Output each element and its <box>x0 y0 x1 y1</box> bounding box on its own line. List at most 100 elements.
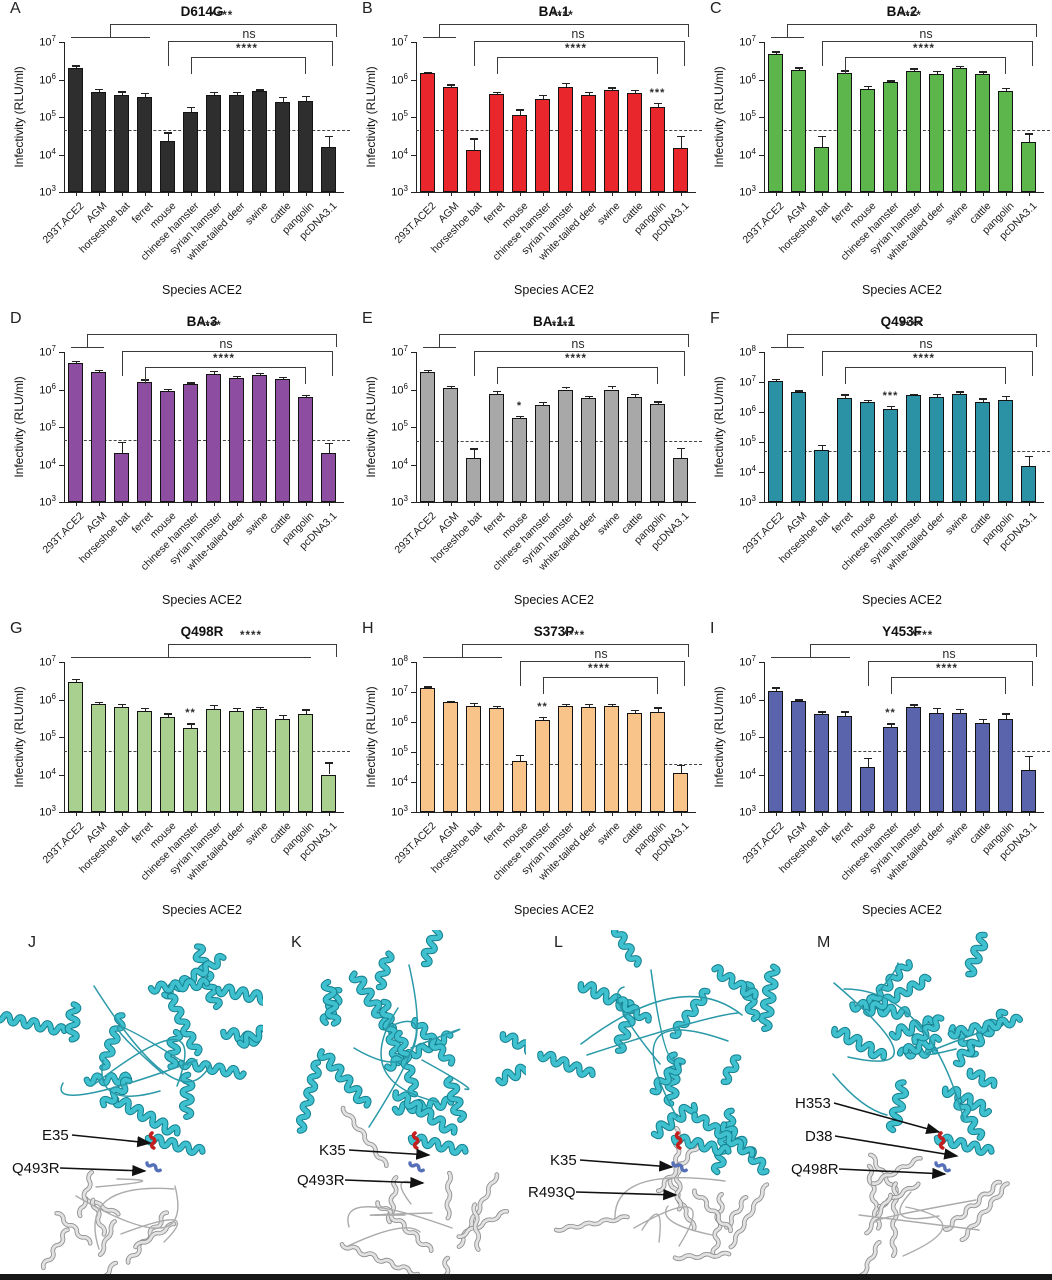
bar-chinese hamster <box>535 719 550 812</box>
residue-blue <box>671 1161 688 1173</box>
rbd-ribbon <box>869 1153 898 1194</box>
x-tick <box>565 812 567 816</box>
y-tick-label: 105 <box>391 744 408 759</box>
y-tick-label: 103 <box>39 184 56 199</box>
y-tick <box>759 412 764 413</box>
y-tick-label: 104 <box>39 456 56 472</box>
bar-white-tailed deer <box>581 95 596 192</box>
rbd-loop <box>874 1199 977 1223</box>
ace2-loop <box>380 1007 439 1103</box>
bar-pangolin <box>998 90 1013 192</box>
label-arrow-icon <box>344 1176 425 1189</box>
error-bar <box>1028 133 1030 142</box>
bar-ferret <box>489 94 504 192</box>
error-bar-cap <box>278 96 287 98</box>
x-tick <box>1005 812 1007 816</box>
rbd-ribbon <box>41 1228 69 1270</box>
rbd-ribbon <box>472 1203 481 1251</box>
ace2-loop <box>91 1038 186 1087</box>
error-bar-cap <box>232 707 241 709</box>
comparison-group-line <box>422 347 456 348</box>
bar-chinese hamster <box>883 408 898 502</box>
error-bar <box>588 703 590 707</box>
bar-mouse <box>160 391 175 502</box>
y-axis-label: Infectivity (RLU/ml) <box>712 66 726 168</box>
y-tick-label: 104 <box>739 464 756 479</box>
error-bar <box>867 757 869 767</box>
error-bar-cap <box>584 395 593 397</box>
bar-horseshoe bat <box>114 706 129 812</box>
x-tick <box>236 192 238 196</box>
significance-label: **** <box>551 320 574 332</box>
bar-pangolin <box>650 711 665 812</box>
rbd-ribbon <box>857 1240 881 1280</box>
rbd-ribbon <box>134 1222 176 1249</box>
rbd-ribbon <box>944 1180 1002 1231</box>
error-bar-cap <box>886 405 895 408</box>
label-arrow-icon <box>838 1167 947 1179</box>
error-bar-cap <box>94 370 103 372</box>
x-tick <box>144 502 146 506</box>
error-bar-cap <box>446 84 455 86</box>
ace2-interface-helix <box>145 1134 205 1155</box>
bar-horseshoe bat <box>466 457 481 502</box>
y-tick <box>59 389 64 391</box>
bar-mouse <box>160 140 175 192</box>
residue-label: R493Q <box>528 1184 576 1201</box>
y-tick <box>411 782 416 783</box>
error-bar <box>680 447 682 458</box>
y-tick-label: 104 <box>739 146 756 162</box>
bar-swine <box>952 393 967 502</box>
ace2-loop <box>368 1020 418 1128</box>
x-tick <box>798 192 800 196</box>
x-tick <box>959 812 961 816</box>
error-bar-cap <box>232 375 241 378</box>
x-tick <box>190 192 192 196</box>
rbd-loop <box>400 1180 412 1205</box>
bar-mouse <box>860 402 875 502</box>
significance-bracket <box>167 644 337 657</box>
error-bar <box>473 138 475 151</box>
rbd-loop <box>347 1206 453 1229</box>
x-tick <box>821 812 823 816</box>
bar-syrian hamster <box>558 705 573 812</box>
x-axis-title: Species ACE2 <box>162 593 242 607</box>
error-bar-cap <box>538 716 547 719</box>
y-tick-label: 104 <box>739 766 756 782</box>
x-tick <box>473 812 475 816</box>
bar-pangolin <box>298 100 313 192</box>
bar-pangolin <box>298 713 313 812</box>
y-axis-label: Infectivity (RLU/ml) <box>364 66 378 168</box>
ace2-ribbon <box>0 1012 67 1035</box>
x-tick <box>657 192 659 196</box>
bar-white-tailed deer <box>229 378 244 502</box>
y-tick <box>411 117 416 118</box>
y-tick <box>759 472 764 473</box>
panel-letter: J <box>28 934 36 951</box>
rbd-ribbon <box>91 1198 107 1236</box>
panel-letter: E <box>362 310 373 327</box>
x-axis <box>64 502 344 503</box>
ace2-ribbon <box>863 960 912 1012</box>
error-bar-cap <box>909 68 918 70</box>
y-tick <box>411 662 416 663</box>
rbd-ribbon <box>865 1193 892 1235</box>
x-tick <box>680 812 682 816</box>
bar-cattle <box>275 379 290 502</box>
significance-label: ns <box>571 27 585 41</box>
comparison-group-line <box>70 347 104 348</box>
ace2-ribbon <box>411 1018 455 1066</box>
ace2-loop <box>652 1029 729 1118</box>
y-tick-label: 104 <box>391 456 408 472</box>
error-bar <box>657 102 659 107</box>
ace2-ribbon <box>721 1055 741 1085</box>
ace2-ribbon <box>65 1002 81 1042</box>
error-bar-cap <box>117 441 126 444</box>
x-tick <box>611 812 613 816</box>
rbd-loop <box>347 1227 421 1247</box>
ace2-ribbon <box>692 1112 755 1157</box>
bar-mouse <box>160 716 175 812</box>
significance-bracket <box>542 677 658 694</box>
ace2-ribbon <box>193 944 222 1010</box>
error-bar-cap <box>324 442 333 445</box>
